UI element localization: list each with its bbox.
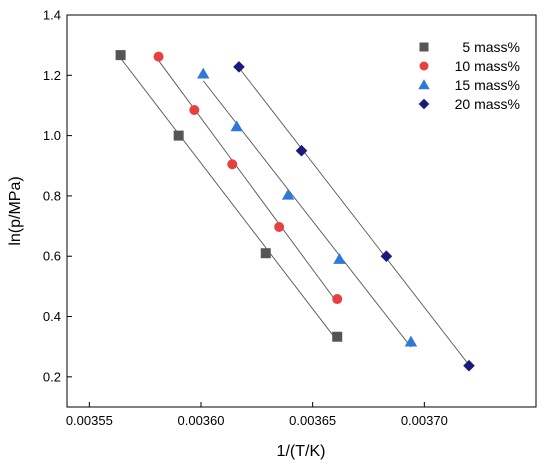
data-point: [115, 50, 126, 61]
x-axis-title: 1/(T/K): [277, 443, 326, 460]
data-point: [173, 130, 184, 141]
trend-line: [120, 57, 338, 342]
legend: 5 mass% 10 mass% 15 mass% 20 mass%: [418, 39, 520, 112]
legend-marker: [418, 79, 430, 90]
data-point: [281, 188, 295, 200]
legend-label: 20 mass%: [455, 96, 520, 112]
data-point: [197, 67, 210, 79]
y-axis-ticks: 0.2 0.4 0.6 0.8 1.0 1.2 1.4: [43, 8, 72, 384]
data-point: [274, 221, 285, 232]
data-point: [260, 248, 271, 259]
data-point: [463, 359, 475, 372]
x-tick-label: 0.00365: [289, 413, 336, 428]
trend-line: [202, 80, 412, 348]
y-tick-label: 0.6: [43, 249, 61, 264]
x-tick-label: 0.00355: [66, 413, 113, 428]
data-point: [380, 250, 393, 263]
trend-lines: [120, 57, 470, 366]
data-markers: [115, 50, 475, 372]
data-point: [295, 144, 308, 157]
plot-frame: [66, 14, 537, 408]
data-point: [404, 335, 418, 347]
data-point: [332, 294, 343, 305]
y-tick-label: 1.0: [43, 128, 61, 143]
y-tick-label: 0.2: [43, 369, 61, 384]
x-axis-ticks: 0.00355 0.00360 0.00365 0.00370: [66, 402, 448, 428]
x-tick-label: 0.00370: [401, 413, 448, 428]
x-tick-label: 0.00360: [178, 413, 225, 428]
data-point: [227, 159, 238, 170]
legend-marker: [419, 61, 429, 71]
data-point: [333, 253, 346, 264]
y-axis-title: ln(p/MPa): [7, 176, 24, 245]
y-tick-label: 0.8: [43, 188, 61, 203]
data-point: [230, 120, 243, 132]
legend-label: 15 mass%: [455, 77, 520, 93]
legend-marker: [419, 42, 429, 52]
y-tick-label: 1.2: [43, 68, 61, 83]
y-tick-label: 1.4: [43, 8, 61, 23]
data-point: [153, 51, 164, 62]
trend-line: [238, 67, 470, 366]
data-point: [189, 104, 200, 115]
legend-label: 5 mass%: [462, 39, 520, 55]
trend-line: [158, 60, 338, 304]
data-point: [233, 61, 245, 73]
legend-marker: [418, 98, 430, 110]
legend-label: 10 mass%: [455, 58, 520, 74]
y-tick-label: 0.4: [43, 309, 61, 324]
data-point: [332, 331, 343, 342]
